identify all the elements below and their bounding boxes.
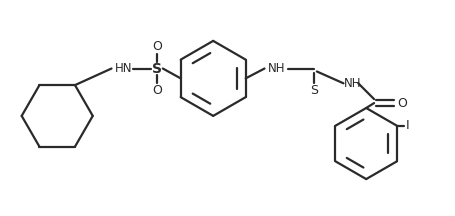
Text: O: O [397,97,407,110]
Text: S: S [152,62,162,76]
Text: I: I [406,119,410,132]
Text: HN: HN [115,62,132,75]
Text: NH: NH [268,62,285,75]
Text: O: O [152,84,162,97]
Text: O: O [152,40,162,53]
Text: NH: NH [344,77,361,90]
Text: S: S [310,84,318,97]
